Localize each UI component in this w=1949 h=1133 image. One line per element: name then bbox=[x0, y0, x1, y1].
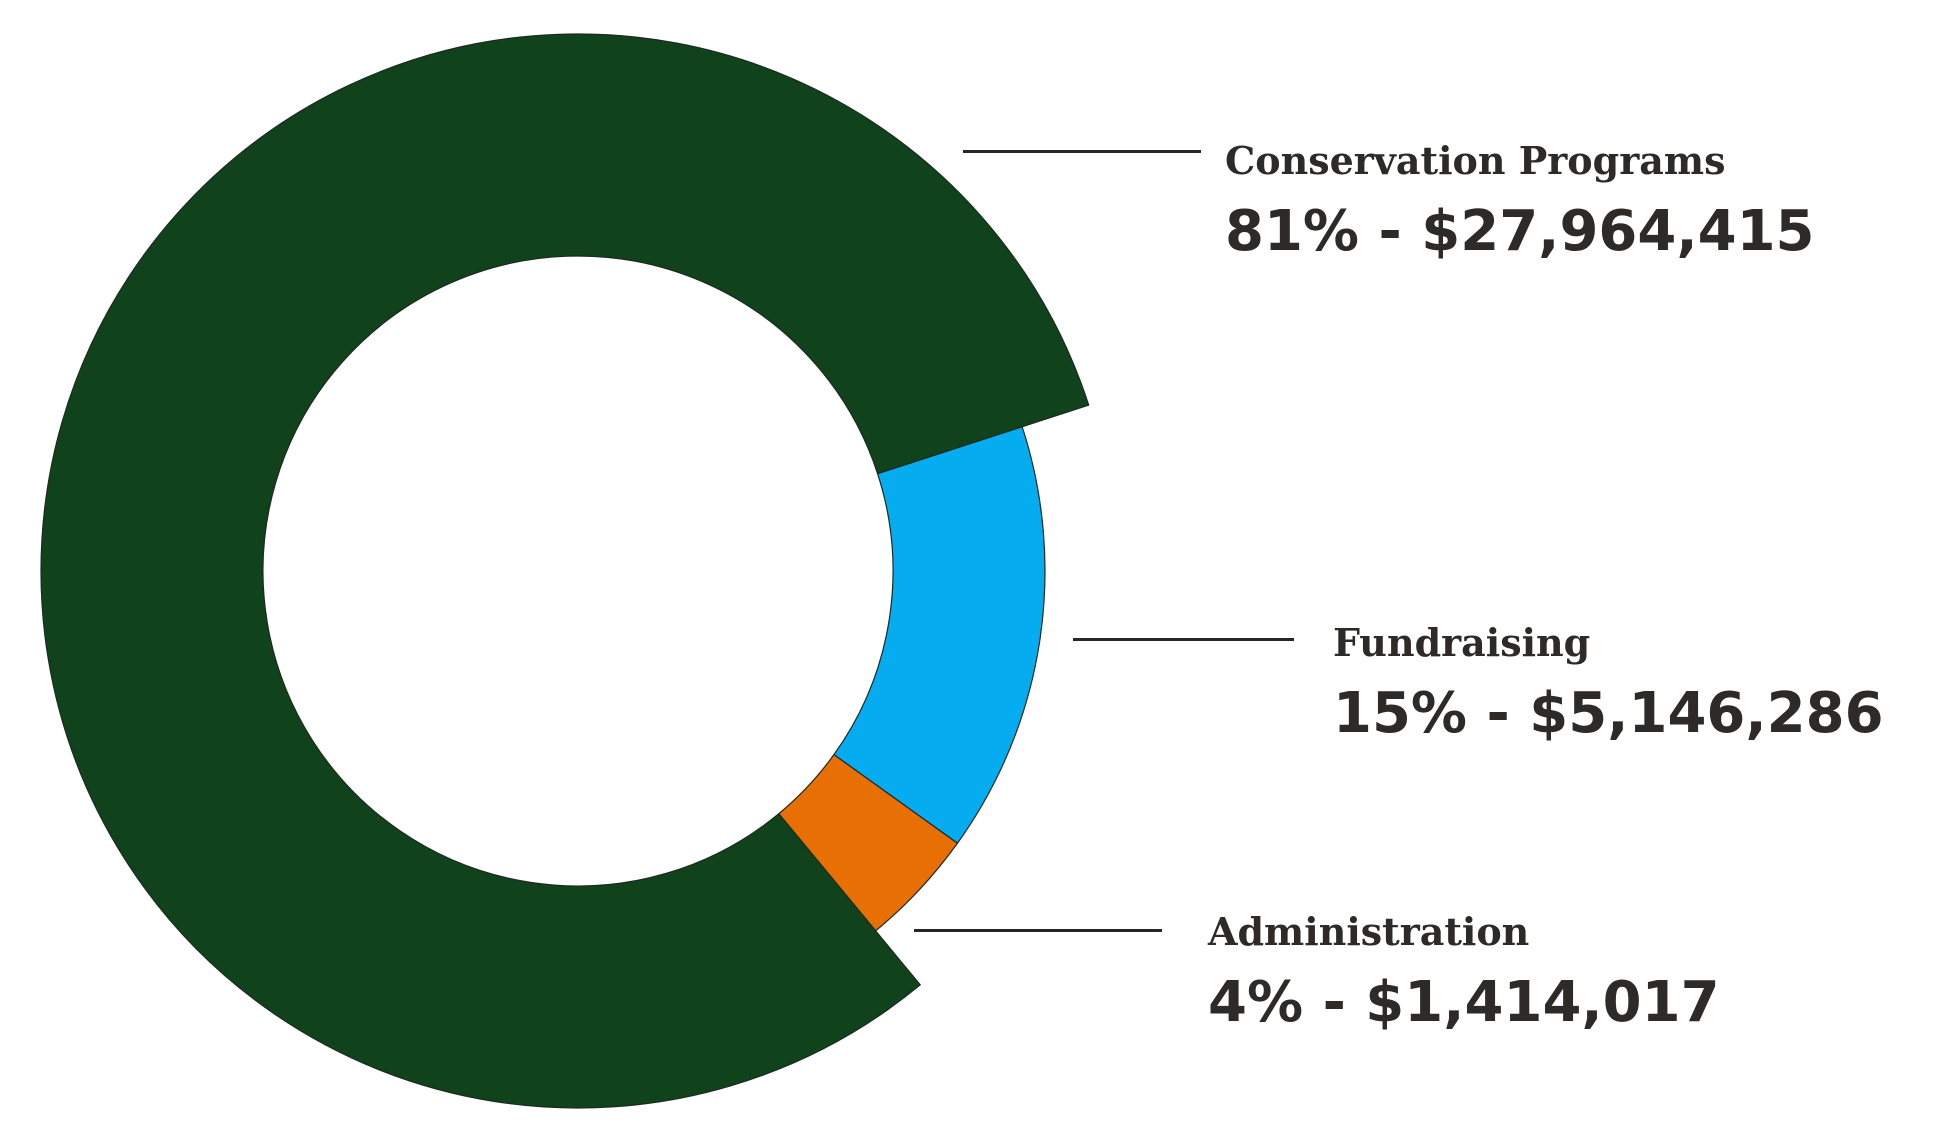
legend-entry-conservation-programs: Conservation Programs 81% - $27,964,415 bbox=[1225, 142, 1815, 260]
legend-entry-administration: Administration 4% - $1,414,017 bbox=[1208, 913, 1720, 1031]
slice-fundraising bbox=[833, 425, 1046, 845]
legend-leader-line-administration bbox=[914, 929, 1162, 932]
donut-slices bbox=[40, 33, 1090, 1109]
data-label-fundraising: 15% - $5,146,286 bbox=[1333, 681, 1884, 746]
data-label-conservation-programs: 81% - $27,964,415 bbox=[1225, 199, 1815, 264]
legend-leader-line-fundraising bbox=[1073, 638, 1294, 641]
legend-label-fundraising: Fundraising bbox=[1333, 620, 1591, 665]
legend-label-administration: Administration bbox=[1208, 909, 1530, 954]
legend-entry-fundraising: Fundraising 15% - $5,146,286 bbox=[1333, 624, 1884, 742]
data-label-administration: 4% - $1,414,017 bbox=[1208, 970, 1720, 1035]
legend-label-conservation-programs: Conservation Programs bbox=[1225, 138, 1726, 183]
legend-leader-line-conservation-programs bbox=[963, 150, 1201, 153]
slice-conservation-programs bbox=[40, 33, 1090, 1109]
